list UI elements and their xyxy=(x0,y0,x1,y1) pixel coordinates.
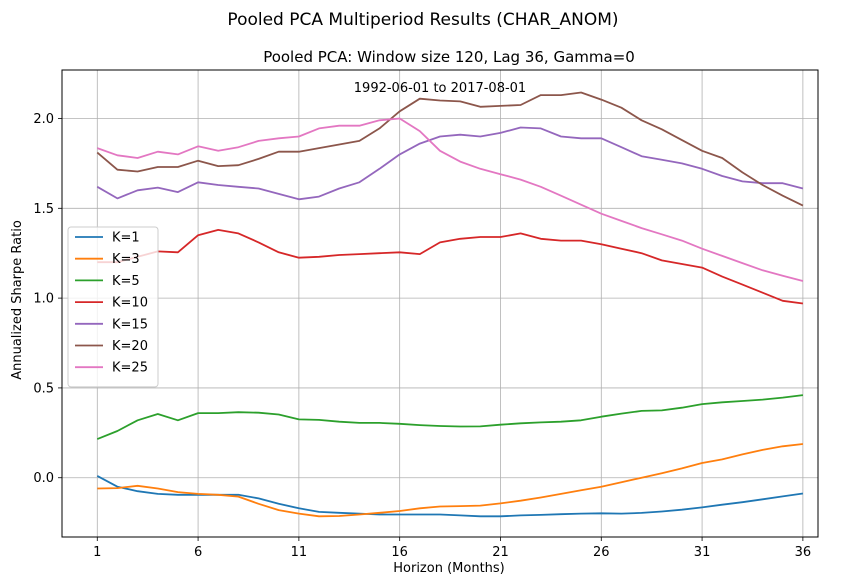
x-tick-label: 6 xyxy=(194,545,202,560)
series-line-k-5 xyxy=(96,394,804,440)
legend-label: K=15 xyxy=(112,317,148,332)
y-tick-label: 0.5 xyxy=(33,381,54,396)
chart-title: Pooled PCA: Window size 120, Lag 36, Gam… xyxy=(263,48,635,66)
series-line-k-15 xyxy=(96,126,804,201)
series-line-k-10 xyxy=(97,228,804,305)
y-tick-label: 0.0 xyxy=(33,471,54,486)
y-axis-label: Annualized Sharpe Ratio xyxy=(10,220,25,380)
figure-suptitle: Pooled PCA Multiperiod Results (CHAR_ANO… xyxy=(227,10,618,30)
x-tick-label: 31 xyxy=(694,545,711,560)
legend-label: K=1 xyxy=(112,231,140,246)
legend-label: K=3 xyxy=(112,252,140,267)
y-tick-label: 1.0 xyxy=(33,292,54,307)
grid xyxy=(62,70,818,537)
x-tick-label: 11 xyxy=(291,545,308,560)
plot-area: 1 6 11 16 21 26 31 36 0.00.51.01.52.0 1992-06-0… xyxy=(33,69,819,560)
axes-background xyxy=(62,70,818,537)
legend-label: K=10 xyxy=(112,296,148,311)
y-ticks: 0.0 0.5 1.0 1.5 2.0 xyxy=(33,112,62,486)
legend-label: K=5 xyxy=(112,274,140,289)
legend-label: K=25 xyxy=(112,361,148,376)
y-tick-label: 1.5 xyxy=(33,202,54,217)
x-ticks: 1 6 11 16 21 26 31 36 xyxy=(93,537,811,560)
series-line-k-25 xyxy=(96,117,804,282)
axes-frame xyxy=(61,69,819,538)
legend-box xyxy=(67,226,159,388)
x-tick-label: 16 xyxy=(391,545,408,560)
x-tick-label: 1 xyxy=(93,545,101,560)
legend-label: K=20 xyxy=(112,339,148,354)
series-line-k-3 xyxy=(97,443,804,518)
series-line-k-20 xyxy=(96,91,804,207)
x-tick-label: 26 xyxy=(593,545,610,560)
y-tick-label: 2.0 xyxy=(33,112,54,127)
x-axis-label: Horizon (Months) xyxy=(393,561,505,576)
legend: K=1 K=3 K=5 K=10 K=15 K=20 K=25 xyxy=(67,226,159,388)
date-range-annotation: 1992-06-01 to 2017-08-01 xyxy=(354,81,526,96)
x-tick-label: 36 xyxy=(795,545,812,560)
series-lines xyxy=(96,91,804,518)
x-tick-label: 21 xyxy=(492,545,509,560)
